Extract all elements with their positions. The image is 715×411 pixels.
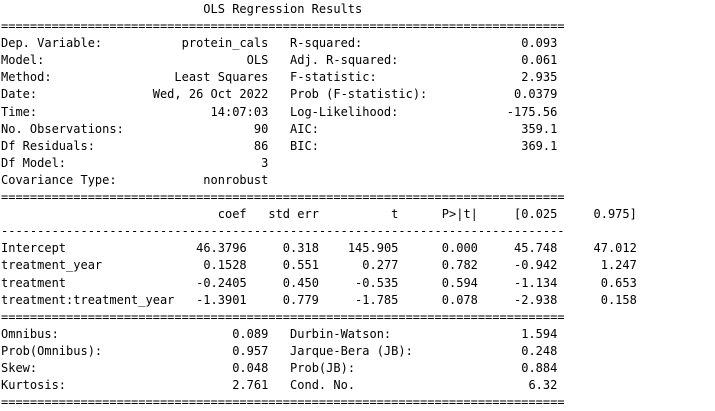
page-title: OLS Regression Results bbox=[203, 2, 363, 16]
summary-value: 3 bbox=[261, 155, 269, 170]
diagnostic-value: 0.048 bbox=[232, 360, 269, 375]
table-cell: 0.779 bbox=[282, 292, 319, 307]
summary-label: Covariance Type: bbox=[1, 172, 117, 187]
row-label: treatment_year bbox=[1, 258, 103, 273]
double-rule: ========================================… bbox=[1, 395, 565, 410]
summary-value: OLS bbox=[246, 53, 269, 68]
row-label: treatment bbox=[1, 275, 67, 290]
table-cell: -1.785 bbox=[355, 292, 399, 307]
column-header: t bbox=[391, 207, 399, 222]
diagnostic-label: Omnibus: bbox=[1, 326, 59, 341]
summary-value: nonrobust bbox=[203, 172, 269, 187]
summary-value: 0.061 bbox=[521, 53, 558, 68]
summary-label: AIC: bbox=[290, 121, 319, 136]
table-cell: 0.450 bbox=[282, 275, 319, 290]
summary-label: Prob (F-statistic): bbox=[290, 87, 428, 102]
summary-value: 14:07:03 bbox=[210, 104, 269, 119]
summary-value: 86 bbox=[253, 138, 269, 153]
table-cell: 0.594 bbox=[441, 275, 478, 290]
summary-label: Model: bbox=[1, 53, 45, 68]
summary-label: No. Observations: bbox=[1, 121, 124, 136]
summary-value: 0.0379 bbox=[513, 87, 558, 102]
table-cell: 1.247 bbox=[600, 258, 637, 273]
table-cell: -0.2405 bbox=[196, 275, 247, 290]
summary-value: -175.56 bbox=[506, 104, 558, 119]
summary-label: Df Residuals: bbox=[1, 138, 95, 153]
table-cell: 47.012 bbox=[593, 241, 637, 256]
double-rule: ========================================… bbox=[1, 309, 565, 324]
table-cell: 46.3796 bbox=[196, 241, 247, 256]
table-cell: -1.3901 bbox=[196, 292, 247, 307]
table-cell: 0.551 bbox=[282, 258, 319, 273]
diagnostic-label: Jarque-Bera (JB): bbox=[290, 343, 413, 358]
summary-label: Df Model: bbox=[1, 155, 67, 170]
diagnostic-value: 0.248 bbox=[521, 343, 558, 358]
diagnostic-value: 6.32 bbox=[528, 378, 558, 393]
summary-value: 90 bbox=[253, 121, 269, 136]
diagnostic-value: 0.957 bbox=[232, 343, 269, 358]
summary-value: 2.935 bbox=[521, 70, 558, 85]
table-cell: 0.277 bbox=[362, 258, 399, 273]
diagnostic-label: Prob(Omnibus): bbox=[1, 343, 103, 358]
diagnostic-label: Kurtosis: bbox=[1, 378, 67, 393]
double-rule: ========================================… bbox=[1, 19, 565, 34]
summary-label: F-statistic: bbox=[290, 70, 377, 85]
column-header: coef bbox=[217, 207, 247, 222]
table-cell: 0.318 bbox=[282, 241, 319, 256]
diagnostic-value: 0.884 bbox=[521, 360, 558, 375]
diagnostic-value: 2.761 bbox=[232, 378, 269, 393]
column-header: std err bbox=[268, 207, 319, 222]
row-label: treatment:treatment_year bbox=[1, 292, 175, 307]
summary-value: Least Squares bbox=[174, 70, 269, 85]
diagnostic-value: 0.089 bbox=[232, 326, 269, 341]
table-cell: 145.905 bbox=[347, 241, 399, 256]
diagnostic-label: Durbin-Watson: bbox=[290, 326, 392, 341]
diagnostic-value: 1.594 bbox=[521, 326, 558, 341]
summary-value: protein_cals bbox=[181, 36, 269, 51]
column-header: P>|t| bbox=[441, 207, 478, 222]
table-cell: 0.1528 bbox=[203, 258, 247, 273]
summary-label: Date: bbox=[1, 87, 38, 102]
table-cell: 0.158 bbox=[600, 292, 637, 307]
summary-value: 369.1 bbox=[521, 138, 558, 153]
summary-label: Time: bbox=[1, 104, 38, 119]
table-cell: 0.653 bbox=[600, 275, 637, 290]
table-cell: 0.000 bbox=[441, 241, 478, 256]
table-cell: -2.938 bbox=[514, 292, 558, 307]
summary-label: Log-Likelihood: bbox=[290, 104, 399, 119]
summary-label: Dep. Variable: bbox=[1, 36, 103, 51]
table-cell: 0.782 bbox=[441, 258, 478, 273]
summary-label: R-squared: bbox=[290, 36, 363, 51]
summary-label: BIC: bbox=[290, 138, 319, 153]
double-rule: ========================================… bbox=[1, 190, 565, 205]
summary-value: 359.1 bbox=[521, 121, 558, 136]
table-cell: -1.134 bbox=[514, 275, 558, 290]
summary-label: Adj. R-squared: bbox=[290, 53, 399, 68]
summary-label: Method: bbox=[1, 70, 52, 85]
table-cell: -0.942 bbox=[514, 258, 558, 273]
single-rule: ----------------------------------------… bbox=[1, 224, 565, 239]
table-cell: 45.748 bbox=[514, 241, 558, 256]
table-cell: 0.078 bbox=[441, 292, 478, 307]
column-header: [0.025 bbox=[514, 207, 558, 222]
row-label: Intercept bbox=[1, 241, 67, 256]
table-cell: -0.535 bbox=[355, 275, 399, 290]
diagnostic-label: Prob(JB): bbox=[290, 360, 356, 375]
diagnostic-label: Skew: bbox=[1, 360, 38, 375]
column-header: 0.975] bbox=[593, 207, 637, 222]
summary-value: Wed, 26 Oct 2022 bbox=[152, 87, 269, 102]
diagnostic-label: Cond. No. bbox=[290, 378, 356, 393]
summary-value: 0.093 bbox=[521, 36, 558, 51]
